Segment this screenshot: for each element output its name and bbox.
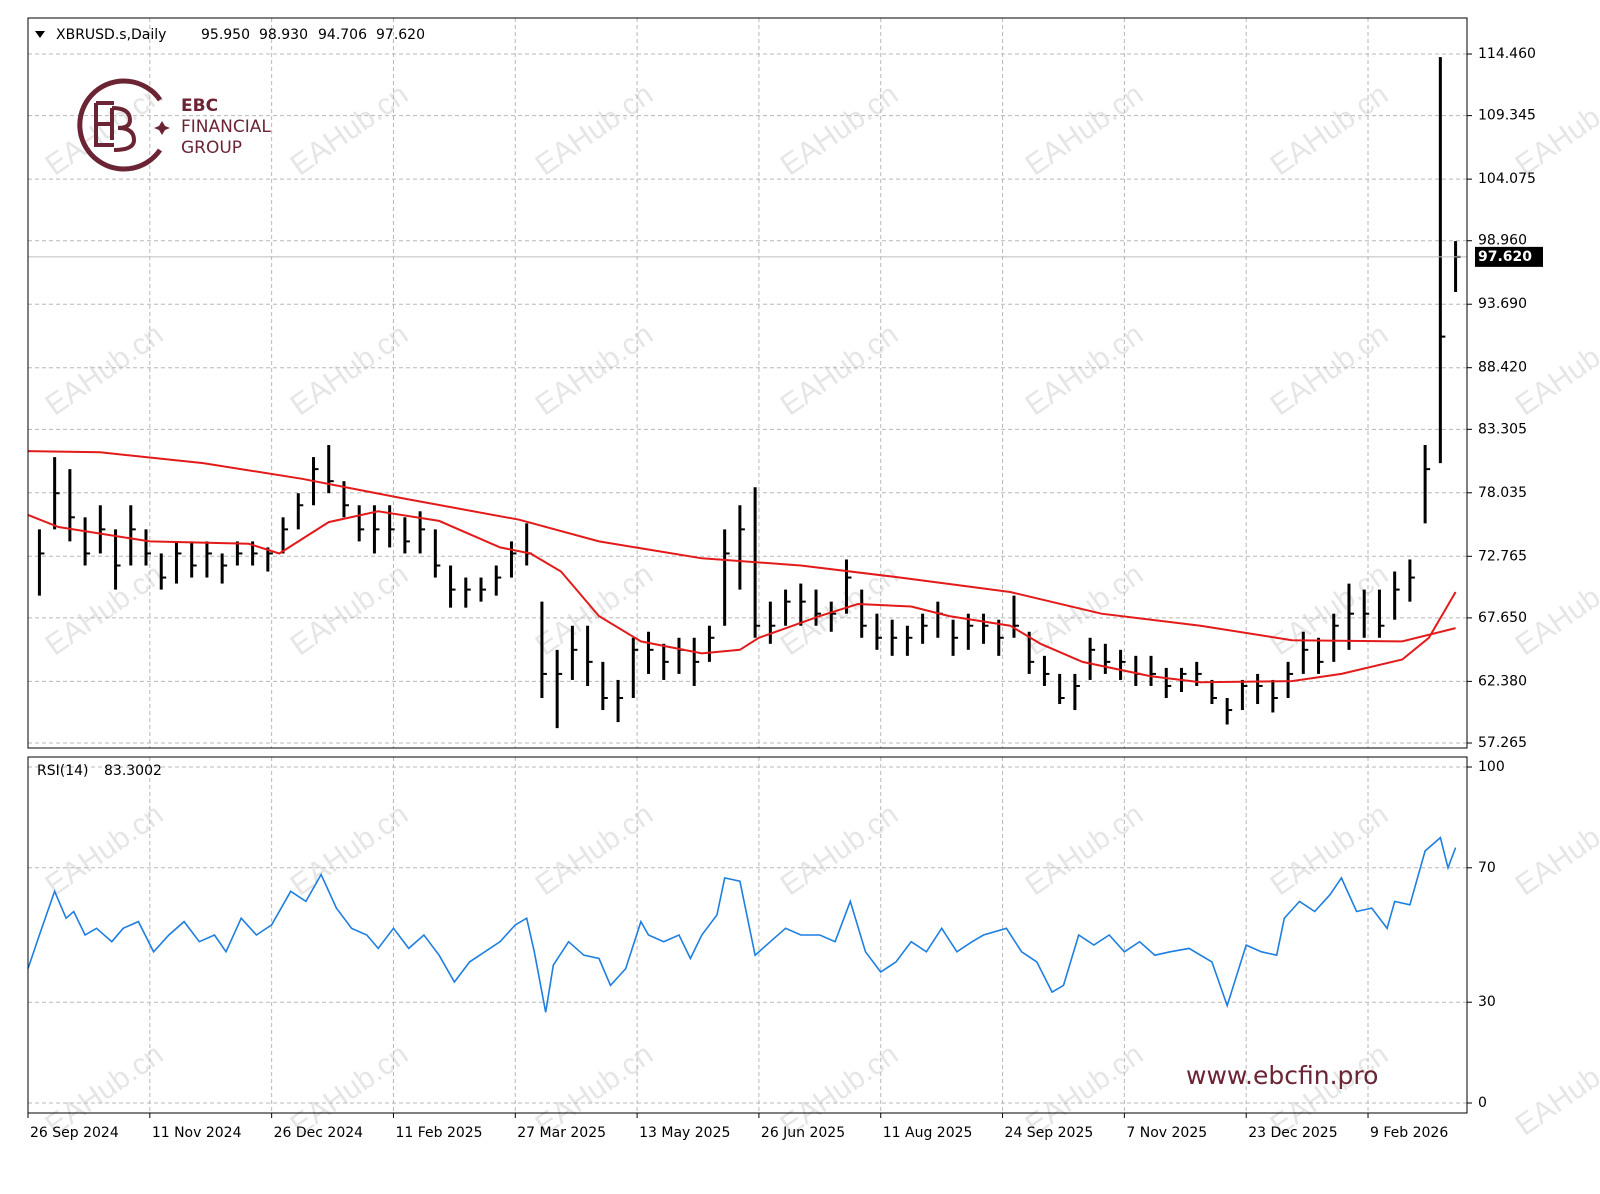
marks (27, 57, 1467, 1013)
website: www.ebcfin.pro (1186, 1061, 1378, 1090)
header-arrow (35, 31, 45, 38)
y-tick-label: 0 (1478, 1095, 1487, 1111)
logo-ring (77, 78, 163, 172)
logo: EBC FINANCIAL GROUP (77, 78, 271, 172)
y-tick-label: 100 (1478, 759, 1505, 775)
indicator-value: 83.3002 (104, 763, 162, 779)
x-tick-label: 24 Sep 2025 (1005, 1125, 1094, 1141)
y-tick-label: 88.420 (1478, 360, 1527, 376)
header-low: 94.706 (318, 27, 367, 43)
y-tick-label: 67.650 (1478, 610, 1527, 626)
moving-average (27, 450, 1456, 643)
y-tick-label: 72.765 (1478, 548, 1527, 564)
x-tick-label: 23 Dec 2025 (1248, 1125, 1337, 1141)
y-tick-label: 93.690 (1478, 296, 1527, 312)
y-tick-label: 114.460 (1478, 46, 1536, 62)
last-price-label: 97.620 (1478, 249, 1532, 265)
y-tick-label: 62.380 (1478, 673, 1527, 689)
y-tick-label: 109.345 (1478, 108, 1536, 124)
symbol: XBRUSD.s,Daily (56, 27, 166, 43)
x-tick-label: 13 May 2025 (639, 1125, 730, 1141)
header-open: 95.950 (201, 27, 250, 43)
x-tick-label: 7 Nov 2025 (1126, 1125, 1207, 1141)
x-tick-label: 26 Sep 2024 (30, 1125, 119, 1141)
indicator-name: RSI(14) (37, 763, 88, 779)
logo-mark (94, 101, 137, 152)
y-tick-label: 70 (1478, 860, 1496, 876)
header-close: 97.620 (376, 27, 425, 43)
logo-text: EBC (181, 96, 218, 116)
x-tick-label: 11 Feb 2025 (395, 1125, 482, 1141)
y-tick-label: 83.305 (1478, 421, 1527, 437)
logo-text: FINANCIAL (181, 117, 271, 137)
x-tick-label: 26 Jun 2025 (761, 1125, 845, 1141)
rsi-panel-frame (27, 756, 1468, 1114)
header-high: 98.930 (259, 27, 308, 43)
last-price-box (1475, 246, 1543, 267)
price-panel-frame (27, 17, 1468, 749)
moving-average (27, 510, 1457, 684)
y-tick-label: 98.960 (1478, 233, 1527, 249)
y-tick-label: 104.075 (1478, 171, 1536, 187)
logo-text: GROUP (181, 138, 242, 158)
logo-star (154, 121, 170, 135)
x-tick-label: 27 Mar 2025 (517, 1125, 606, 1141)
x-tick-label: 11 Aug 2025 (883, 1125, 973, 1141)
x-tick-label: 9 Feb 2026 (1370, 1125, 1448, 1141)
y-tick-label: 30 (1478, 994, 1496, 1010)
rsi-line (27, 836, 1457, 1013)
x-tick-label: 11 Nov 2024 (152, 1125, 242, 1141)
x-tick-label: 26 Dec 2024 (274, 1125, 364, 1141)
y-tick-label: 57.265 (1478, 735, 1527, 751)
y-tick-label: 78.035 (1478, 485, 1527, 501)
